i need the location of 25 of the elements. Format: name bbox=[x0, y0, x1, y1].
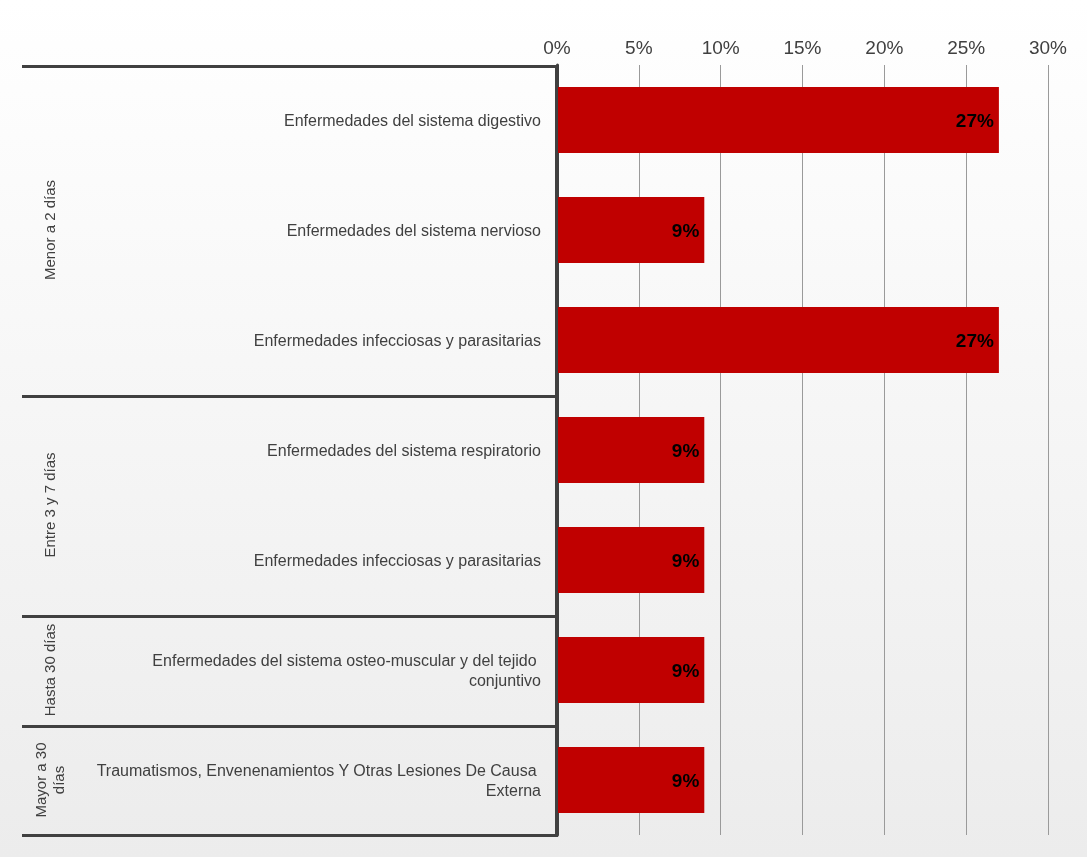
data-label: 9% bbox=[671, 659, 700, 681]
data-label: 27% bbox=[955, 109, 994, 131]
data-label: 9% bbox=[671, 769, 700, 791]
y-tick-label: Enfermedades del sistema digestivo bbox=[283, 111, 542, 129]
x-tick-label: 10% bbox=[701, 37, 740, 58]
x-tick-label: 20% bbox=[865, 37, 904, 58]
text: Hasta 30 días bbox=[40, 622, 59, 719]
data-label: 27% bbox=[955, 329, 994, 351]
y-tick-label: Enfermedades del sistema osteo-muscular y del tejido conjuntivo bbox=[152, 651, 542, 689]
x-tick-label: 5% bbox=[625, 37, 653, 58]
data-label: 9% bbox=[671, 439, 700, 461]
x-tick-label: 0% bbox=[543, 37, 571, 58]
y-tick-label: Enfermedades del sistema respiratorio bbox=[267, 441, 542, 459]
y-tick-label: Enfermedades infecciosas y parasitarias bbox=[253, 551, 541, 569]
text: Entre 3 y 7 días bbox=[40, 451, 59, 560]
text: Menor a 2 días bbox=[40, 178, 59, 283]
x-tick-label: 30% bbox=[1028, 37, 1068, 58]
y-tick-label: Enfermedades infecciosas y parasitarias bbox=[253, 331, 541, 349]
y-tick-label: Enfermedades del sistema nervioso bbox=[286, 221, 542, 239]
data-label: 9% bbox=[671, 219, 700, 241]
text: Mayor a 30 días bbox=[31, 741, 68, 820]
data-label: 9% bbox=[671, 549, 700, 571]
x-tick-label: 25% bbox=[947, 37, 986, 58]
y-tick-label: Traumatismos, Envenenamientos Y Otras Lesiones De Causa Externa bbox=[96, 761, 542, 799]
x-tick-label: 15% bbox=[783, 37, 822, 58]
